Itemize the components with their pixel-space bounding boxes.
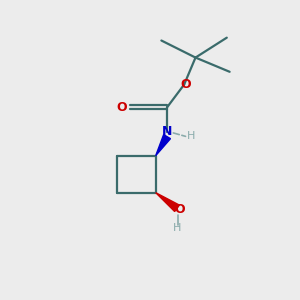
Text: H: H [187,131,195,141]
Polygon shape [156,135,170,156]
Text: O: O [175,203,185,216]
Text: O: O [180,77,191,91]
Text: N: N [162,125,172,138]
Text: O: O [117,101,128,114]
Text: H: H [173,223,181,233]
Polygon shape [156,193,179,211]
